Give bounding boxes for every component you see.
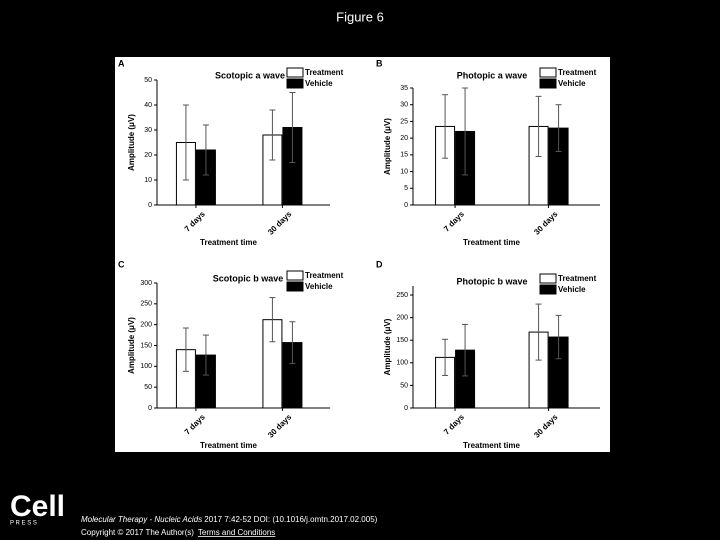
x-axis-label: Treatment time	[463, 238, 520, 247]
legend-label: Treatment	[305, 68, 344, 77]
legend-swatch	[286, 270, 304, 281]
chart-title: Photopic b wave	[456, 276, 527, 286]
chart-title: Scotopic a wave	[215, 70, 285, 80]
chart-title: Scotopic b wave	[213, 273, 284, 283]
y-tick-label: 40	[144, 102, 152, 109]
legend-label: Vehicle	[305, 282, 333, 291]
y-tick-label: 10	[144, 177, 152, 184]
y-tick-label: 200	[140, 322, 152, 329]
logo: Cell	[10, 490, 65, 523]
y-axis-label: Amplitude (μV)	[383, 118, 392, 175]
slide-title: Figure 6	[336, 9, 384, 24]
y-tick-label: 250	[396, 292, 408, 299]
legend-label: Treatment	[305, 271, 344, 280]
y-tick-label: 100	[140, 363, 152, 370]
journal: Molecular Therapy - Nucleic Acids	[81, 515, 202, 524]
y-tick-label: 5	[404, 185, 408, 192]
panel-label: B	[376, 58, 383, 68]
y-tick-label: 300	[140, 280, 152, 287]
panel-label: D	[376, 259, 383, 269]
y-tick-label: 50	[144, 384, 152, 391]
y-tick-label: 30	[400, 102, 408, 109]
y-axis-label: Amplitude (μV)	[127, 114, 136, 171]
y-tick-label: 50	[400, 382, 408, 389]
citation-text: 2017 7:42-52 DOI: (10.1016/j.omtn.2017.0…	[202, 515, 378, 524]
panel-label: C	[118, 259, 125, 269]
y-tick-label: 150	[140, 342, 152, 349]
legend-swatch	[539, 284, 557, 295]
copyright: Copyright © 2017 The Author(s) Terms and …	[81, 528, 275, 537]
legend-label: Vehicle	[305, 79, 333, 88]
y-tick-label: 200	[396, 314, 408, 321]
x-axis-label: Treatment time	[463, 441, 520, 450]
y-tick-label: 250	[140, 301, 152, 308]
legend-swatch	[286, 281, 304, 292]
legend-swatch	[539, 273, 557, 284]
y-axis-label: Amplitude (μV)	[127, 317, 136, 374]
y-tick-label: 25	[400, 118, 408, 125]
y-tick-label: 0	[148, 405, 152, 412]
y-tick-label: 100	[396, 360, 408, 367]
legend-swatch	[286, 67, 304, 78]
legend-label: Vehicle	[558, 285, 586, 294]
legend-swatch	[539, 67, 557, 78]
citation: Molecular Therapy - Nucleic Acids 2017 7…	[81, 515, 378, 524]
y-tick-label: 0	[404, 202, 408, 209]
terms-link[interactable]: Terms and Conditions	[198, 528, 275, 537]
legend-label: Treatment	[558, 68, 597, 77]
y-tick-label: 0	[404, 405, 408, 412]
copyright-text: Copyright © 2017 The Author(s)	[81, 528, 194, 537]
x-axis-label: Treatment time	[200, 441, 257, 450]
y-tick-label: 20	[400, 135, 408, 142]
y-tick-label: 150	[396, 337, 408, 344]
y-tick-label: 15	[400, 152, 408, 159]
y-tick-label: 10	[400, 168, 408, 175]
y-tick-label: 0	[148, 202, 152, 209]
y-tick-label: 20	[144, 152, 152, 159]
legend-label: Vehicle	[558, 79, 586, 88]
legend-swatch	[539, 78, 557, 89]
panel-label: A	[118, 58, 125, 68]
x-axis-label: Treatment time	[200, 238, 257, 247]
y-tick-label: 50	[144, 77, 152, 84]
y-axis-label: Amplitude (μV)	[383, 318, 392, 375]
logo-sub: P R E S S	[10, 521, 37, 527]
chart-title: Photopic a wave	[457, 70, 528, 80]
y-tick-label: 30	[144, 127, 152, 134]
legend-swatch	[286, 78, 304, 89]
legend-label: Treatment	[558, 274, 597, 283]
y-tick-label: 35	[400, 85, 408, 92]
